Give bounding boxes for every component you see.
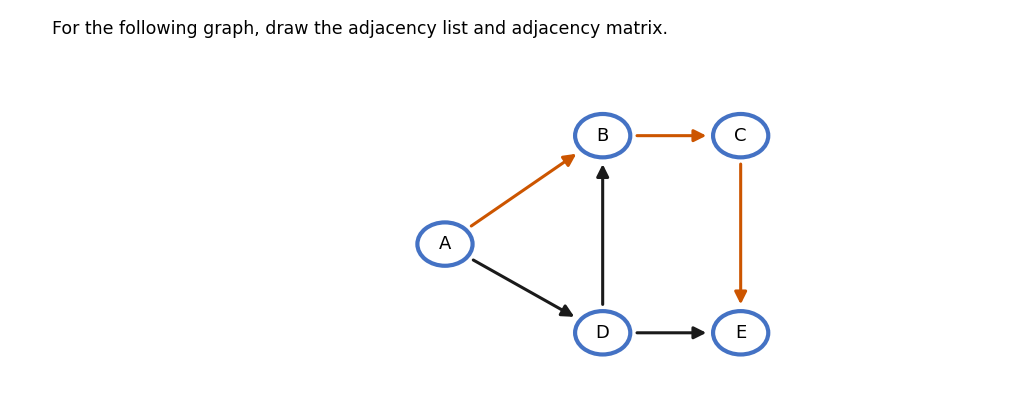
Text: B: B xyxy=(597,127,609,145)
Text: E: E xyxy=(735,324,746,342)
Text: D: D xyxy=(596,324,609,342)
Ellipse shape xyxy=(575,311,630,355)
Text: For the following graph, draw the adjacency list and adjacency matrix.: For the following graph, draw the adjace… xyxy=(52,20,667,38)
Ellipse shape xyxy=(418,222,472,266)
Ellipse shape xyxy=(713,114,768,157)
Ellipse shape xyxy=(713,311,768,355)
Ellipse shape xyxy=(575,114,630,157)
Text: A: A xyxy=(439,235,452,253)
Text: C: C xyxy=(734,127,746,145)
